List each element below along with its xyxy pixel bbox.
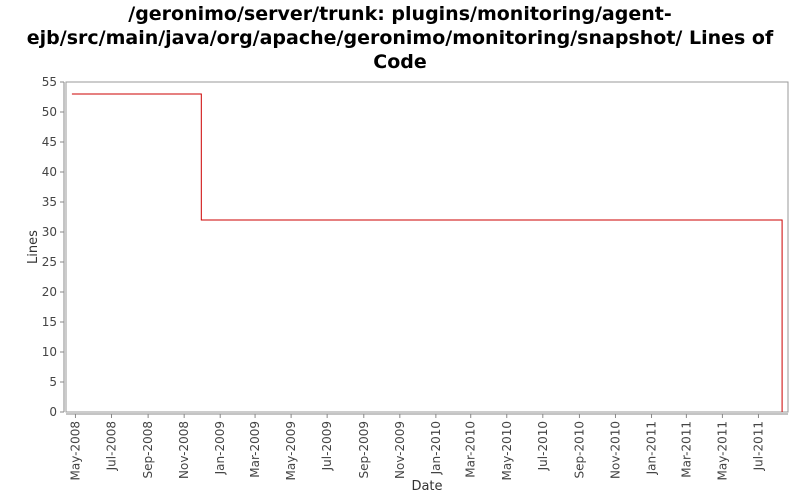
x-tick-label: Jul-2009 [320, 421, 334, 471]
y-tick-label: 0 [49, 405, 57, 419]
y-tick-label: 30 [42, 225, 57, 239]
x-tick-label: May-2009 [284, 421, 298, 480]
x-axis-ticks: May-2008 Jul-2008 Sep-2008 Nov-2008 Jan-2009… [68, 414, 765, 480]
x-tick-label: Jan-2010 [429, 421, 443, 475]
y-tick-label: 45 [42, 135, 57, 149]
y-tick-label: 40 [42, 165, 57, 179]
series-layer [71, 93, 783, 412]
chart-title-line: ejb/src/main/java/org/apache/geronimo/mo… [26, 27, 774, 49]
x-tick-label: May-2008 [68, 421, 82, 480]
x-tick-label: Mar-2011 [679, 421, 693, 478]
chart-title: /geronimo/server/trunk: plugins/monitori… [0, 2, 800, 74]
x-tick-label: Sep-2008 [141, 421, 155, 479]
x-tick-label: Mar-2010 [464, 421, 478, 478]
x-tick-label: Jul-2008 [104, 421, 118, 471]
chart-title-line: Code [373, 51, 427, 73]
x-tick-label: May-2010 [500, 421, 514, 480]
x-tick-label: Sep-2009 [357, 421, 371, 479]
x-tick-label: Mar-2009 [248, 421, 262, 478]
x-tick-label: Nov-2009 [393, 421, 407, 479]
x-axis-label: Date [411, 479, 442, 494]
x-tick-label: Jan-2011 [645, 421, 659, 475]
y-tick-label: 20 [42, 285, 57, 299]
y-tick-label: 5 [49, 375, 57, 389]
x-tick-label: Jul-2011 [751, 421, 765, 471]
x-tick-label: Jan-2009 [213, 421, 227, 475]
y-axis-label: Lines [26, 230, 41, 264]
x-tick-label: Nov-2010 [608, 421, 622, 479]
x-tick-label: Sep-2010 [572, 421, 586, 479]
y-tick-label: 50 [42, 105, 57, 119]
y-tick-label: 55 [42, 75, 57, 89]
series-line [71, 93, 783, 412]
x-tick-label: May-2011 [715, 421, 729, 480]
y-axis-ticks: 0 5 10 15 20 25 30 35 40 45 50 55 [42, 75, 64, 419]
y-tick-label: 10 [42, 345, 57, 359]
y-tick-label: 35 [42, 195, 57, 209]
x-tick-label: Jul-2010 [536, 421, 550, 471]
y-tick-label: 15 [42, 315, 57, 329]
x-tick-label: Nov-2008 [177, 421, 191, 479]
plot-area [65, 81, 789, 413]
y-tick-label: 25 [42, 255, 57, 269]
chart-title-line: /geronimo/server/trunk: plugins/monitori… [128, 3, 672, 25]
